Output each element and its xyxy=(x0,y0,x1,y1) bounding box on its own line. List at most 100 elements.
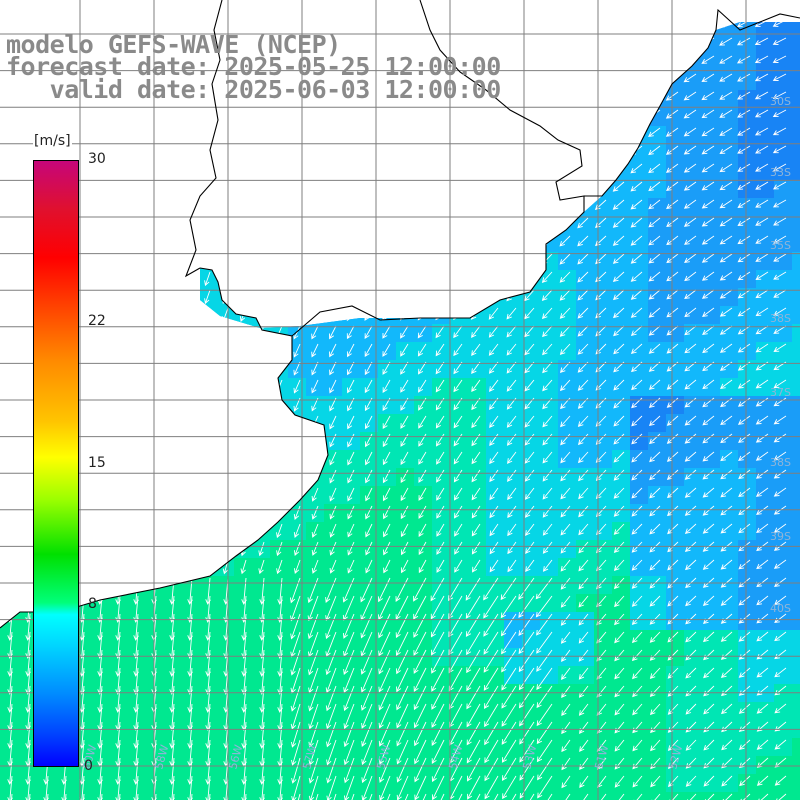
wind-arrow-icon xyxy=(772,109,787,118)
wind-speed-cell xyxy=(252,252,271,271)
wind-arrow-icon xyxy=(275,253,283,268)
wind-arrow-icon xyxy=(257,343,265,358)
wind-arrow-icon xyxy=(720,379,733,389)
wind-speed-cell xyxy=(288,414,307,433)
wind-arrow-icon xyxy=(737,109,751,118)
wind-speed-cell xyxy=(54,792,73,800)
wind-arrow-icon xyxy=(347,523,355,538)
wind-arrow-icon xyxy=(470,199,481,212)
wind-speed-cell xyxy=(612,792,631,800)
wind-arrow-icon xyxy=(26,415,33,431)
wind-speed-cell xyxy=(756,486,775,505)
wind-arrow-icon xyxy=(524,307,535,320)
wind-speed-cell xyxy=(306,216,325,235)
wind-arrow-icon xyxy=(396,667,409,693)
wind-arrow-icon xyxy=(400,415,409,429)
wind-arrow-icon xyxy=(702,397,715,408)
wind-speed-cell xyxy=(504,540,523,559)
wind-speed-cell xyxy=(792,288,800,307)
wind-arrow-icon xyxy=(755,487,769,497)
wind-arrow-icon xyxy=(470,289,481,302)
wind-arrow-icon xyxy=(505,163,517,175)
wind-speed-cell xyxy=(720,468,739,487)
wind-arrow-icon xyxy=(363,145,373,159)
wind-speed-cell xyxy=(342,792,361,800)
wind-arrow-icon xyxy=(561,739,571,753)
wind-speed-cell xyxy=(468,792,487,800)
wind-arrow-icon xyxy=(382,289,391,303)
wind-arrow-icon xyxy=(483,613,499,637)
wind-speed-cell xyxy=(324,450,343,469)
wind-speed-cell xyxy=(720,414,739,433)
wind-speed-cell xyxy=(216,0,235,19)
wind-arrow-icon xyxy=(506,433,517,446)
wind-speed-cell xyxy=(630,540,649,559)
wind-speed-cell xyxy=(90,576,109,595)
wind-arrow-icon xyxy=(346,253,355,268)
wind-arrow-icon xyxy=(379,757,391,783)
wind-speed-cell xyxy=(774,108,793,127)
wind-arrow-icon xyxy=(382,361,391,375)
wind-arrow-icon xyxy=(413,577,427,602)
wind-speed-cell xyxy=(378,306,397,325)
wind-arrow-icon xyxy=(648,127,661,137)
wind-arrow-icon xyxy=(685,775,697,787)
wind-arrow-icon xyxy=(203,163,211,178)
wind-speed-cell xyxy=(252,468,271,487)
wind-arrow-icon xyxy=(613,469,625,481)
wind-speed-cell xyxy=(216,378,235,397)
wind-speed-cell xyxy=(558,396,577,415)
wind-arrow-icon xyxy=(378,613,391,639)
wind-speed-cell xyxy=(792,738,800,757)
wind-arrow-icon xyxy=(542,433,553,446)
wind-speed-cell xyxy=(612,54,631,73)
wind-speed-cell xyxy=(648,630,667,649)
wind-arrow-icon xyxy=(378,631,391,657)
wind-arrow-icon xyxy=(435,415,445,429)
wind-speed-cell xyxy=(756,342,775,361)
wind-arrow-icon xyxy=(702,379,715,390)
wind-speed-cell xyxy=(198,234,217,253)
wind-arrow-icon xyxy=(448,667,463,692)
wind-arrow-icon xyxy=(381,127,391,141)
wind-arrow-icon xyxy=(649,487,661,499)
wind-speed-cell xyxy=(162,144,181,163)
wind-arrow-icon xyxy=(292,145,301,160)
wind-arrow-icon xyxy=(737,397,751,407)
wind-arrow-icon xyxy=(132,289,139,305)
wind-arrow-icon xyxy=(467,775,481,800)
wind-speed-cell xyxy=(504,360,523,379)
wind-arrow-icon xyxy=(311,505,319,520)
wind-arrow-icon xyxy=(594,55,607,66)
wind-arrow-icon xyxy=(364,289,373,303)
wind-arrow-icon xyxy=(343,667,355,693)
wind-speed-cell xyxy=(0,180,19,199)
wind-speed-cell xyxy=(288,288,307,307)
wind-speed-cell xyxy=(144,144,163,163)
wind-arrow-icon xyxy=(523,181,535,193)
wind-arrow-icon xyxy=(325,685,337,712)
wind-arrow-icon xyxy=(720,631,733,642)
wind-arrow-icon xyxy=(203,109,211,124)
wind-arrow-icon xyxy=(346,127,355,141)
wind-arrow-icon xyxy=(204,289,211,305)
wind-speed-cell xyxy=(432,162,451,181)
wind-arrow-icon xyxy=(541,271,553,283)
wind-arrow-icon xyxy=(772,22,787,27)
wind-arrow-icon xyxy=(115,361,121,377)
wind-arrow-icon xyxy=(289,577,301,604)
wind-speed-cell xyxy=(648,36,667,55)
wind-speed-cell xyxy=(594,504,613,523)
wind-speed-cell xyxy=(594,216,613,235)
wind-speed-cell xyxy=(288,126,307,145)
wind-arrow-icon xyxy=(471,325,481,338)
wind-speed-cell xyxy=(378,198,397,217)
wind-arrow-icon xyxy=(25,235,32,251)
wind-speed-cell xyxy=(594,288,613,307)
longitude-label: 58W xyxy=(152,743,171,771)
wind-arrow-icon xyxy=(434,145,445,158)
wind-speed-cell xyxy=(774,612,793,631)
wind-arrow-icon xyxy=(169,469,175,485)
wind-arrow-icon xyxy=(755,235,769,244)
wind-speed-cell xyxy=(378,216,397,235)
